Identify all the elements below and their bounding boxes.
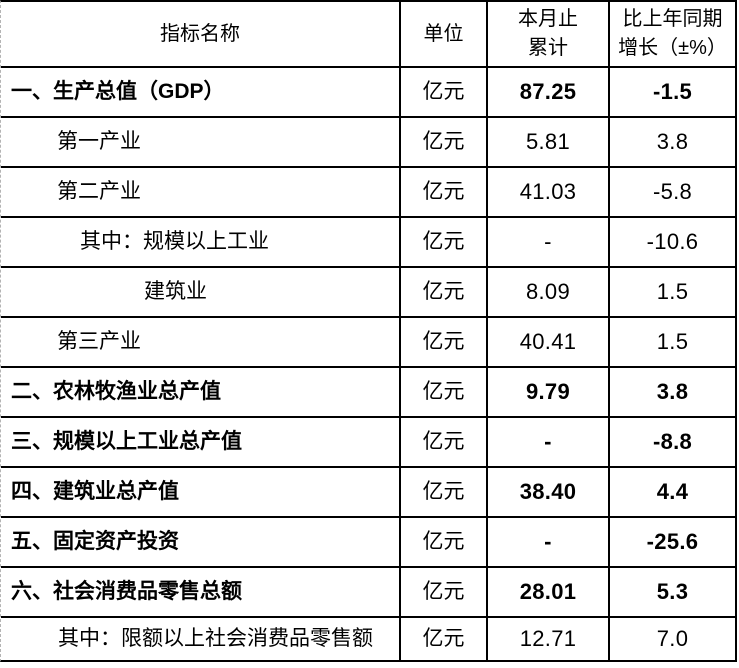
value-cell: 38.40 <box>488 468 610 518</box>
growth-cell: -5.8 <box>610 168 735 218</box>
growth-cell: -10.6 <box>610 218 735 268</box>
unit-cell: 亿元 <box>401 618 488 660</box>
value-cell: 40.41 <box>488 318 610 368</box>
growth-cell: -25.6 <box>610 518 735 568</box>
indicator-cell: 二、农林牧渔业总产值 <box>1 368 401 418</box>
unit-cell: 亿元 <box>401 418 488 468</box>
value-cell: 9.79 <box>488 368 610 418</box>
unit-cell: 亿元 <box>401 118 488 168</box>
value-cell: 41.03 <box>488 168 610 218</box>
growth-cell: 3.8 <box>610 368 735 418</box>
growth-cell: -8.8 <box>610 418 735 468</box>
unit-cell: 亿元 <box>401 168 488 218</box>
growth-cell: 7.0 <box>656 626 689 652</box>
unit-cell: 亿元 <box>401 568 488 618</box>
header-unit: 单位 <box>401 2 488 68</box>
indicator-cell: 其中：规模以上工业 <box>1 218 401 268</box>
indicator-cell: 四、建筑业总产值 <box>1 468 401 518</box>
unit-cell: 亿元 <box>401 218 488 268</box>
indicator-cell: 五、固定资产投资 <box>1 518 401 568</box>
unit-cell: 亿元 <box>401 268 488 318</box>
header-indicator-name: 指标名称 <box>1 2 401 68</box>
indicator-cell: 第一产业 <box>1 118 401 168</box>
indicator-cell: 第三产业 <box>1 318 401 368</box>
growth-cell: 1.5 <box>610 268 735 318</box>
value-cell: - <box>488 218 610 268</box>
growth-cell: 3.8 <box>610 118 735 168</box>
unit-cell: 亿元 <box>401 518 488 568</box>
header-cumulative-to-month: 本月止 累计 <box>488 2 610 68</box>
indicator-cell: 建筑业 <box>1 268 401 318</box>
value-cell: 12.71 <box>488 618 610 660</box>
value-cell: 8.09 <box>488 268 610 318</box>
growth-cell: 1.5 <box>610 318 735 368</box>
header-yoy-growth: 比上年同期 增长（±%） <box>610 2 735 68</box>
indicator-cell: 六、社会消费品零售总额 <box>1 568 401 618</box>
indicator-cell: 一、生产总值（GDP） <box>1 68 401 118</box>
value-cell: 5.81 <box>488 118 610 168</box>
indicator-cell: 其中：限额以上社会消费品零售额 <box>1 618 401 660</box>
value-cell: - <box>488 518 610 568</box>
growth-cell: -1.5 <box>610 68 735 118</box>
unit-cell: 亿元 <box>401 318 488 368</box>
unit-cell: 亿元 <box>401 468 488 518</box>
indicator-cell: 三、规模以上工业总产值 <box>1 418 401 468</box>
value-cell: - <box>488 418 610 468</box>
value-cell: 87.25 <box>488 68 610 118</box>
unit-cell: 亿元 <box>401 368 488 418</box>
growth-cell: 4.4 <box>610 468 735 518</box>
unit-cell: 亿元 <box>401 68 488 118</box>
indicator-cell: 第二产业 <box>1 168 401 218</box>
growth-cell: 5.3 <box>610 568 735 618</box>
value-cell: 28.01 <box>488 568 610 618</box>
